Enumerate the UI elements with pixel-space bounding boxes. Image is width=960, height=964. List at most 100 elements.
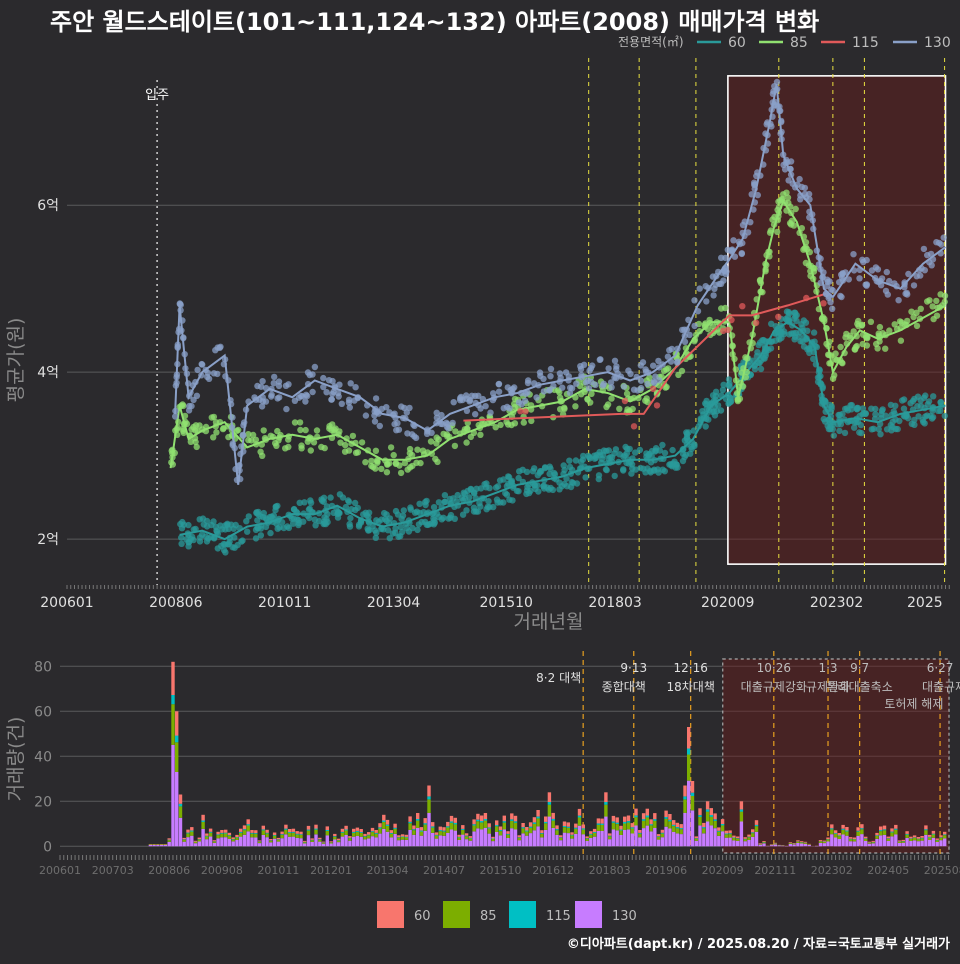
bar-segment — [484, 819, 487, 821]
bar-segment — [503, 823, 506, 830]
bar-segment — [755, 832, 758, 846]
bar-segment — [299, 835, 302, 838]
bar-segment — [220, 837, 223, 846]
bar-segment — [664, 819, 667, 827]
data-point — [596, 472, 602, 478]
data-point — [206, 376, 212, 382]
bar-segment — [450, 823, 453, 830]
data-point — [303, 392, 309, 398]
bar-segment — [585, 836, 588, 838]
bar-segment — [326, 830, 329, 831]
bar-segment — [190, 831, 193, 832]
data-point — [391, 452, 397, 458]
data-point — [684, 431, 690, 437]
bar-segment — [175, 742, 178, 772]
y-tick-label: 0 — [43, 839, 52, 855]
data-point — [868, 319, 874, 325]
bar-segment — [759, 843, 762, 844]
bar-segment — [348, 841, 351, 847]
bar-segment — [397, 835, 400, 837]
bar-segment — [563, 833, 566, 847]
bar-segment — [431, 822, 434, 826]
bar-segment — [845, 832, 848, 836]
data-point — [605, 401, 611, 407]
bar-segment — [288, 837, 291, 847]
data-point — [718, 255, 724, 261]
bar-segment — [875, 836, 878, 839]
bar-segment — [936, 839, 939, 840]
data-point — [263, 398, 269, 404]
bar-segment — [593, 829, 596, 832]
bar-segment — [917, 837, 920, 839]
bar-segment — [175, 772, 178, 846]
bar-segment — [160, 845, 163, 846]
x-tick-label: 200806 — [149, 595, 203, 611]
data-point — [428, 430, 434, 436]
data-point — [624, 391, 630, 397]
data-point — [520, 467, 526, 473]
data-point — [710, 292, 716, 298]
bar-segment — [525, 827, 528, 831]
bar-segment — [311, 840, 314, 842]
bar-segment — [247, 826, 250, 832]
bar-segment — [329, 841, 332, 842]
bar-segment — [250, 830, 253, 833]
bar-segment — [367, 835, 370, 838]
data-point — [858, 422, 864, 428]
bar-segment — [224, 834, 227, 838]
data-point — [203, 533, 209, 539]
legend-swatch-60 — [377, 901, 404, 928]
bar-segment — [751, 837, 754, 846]
data-point — [384, 469, 390, 475]
bar-segment — [600, 825, 603, 831]
data-point — [531, 465, 537, 471]
data-point — [228, 522, 234, 528]
data-point — [477, 432, 483, 438]
bar-segment — [205, 834, 208, 836]
bar-segment — [228, 833, 231, 835]
bar-segment — [544, 830, 547, 846]
data-point — [929, 262, 935, 268]
bar-segment — [457, 838, 460, 841]
bar-segment — [634, 809, 637, 816]
bar-segment — [789, 844, 792, 846]
bar-segment — [657, 834, 660, 836]
bar-segment — [397, 838, 400, 840]
data-point — [393, 460, 399, 466]
bar-segment — [480, 821, 483, 823]
bar-segment — [578, 809, 581, 816]
bar-segment — [823, 843, 826, 846]
data-point — [877, 324, 883, 330]
bar-segment — [536, 818, 539, 826]
bar-segment — [721, 824, 724, 825]
bar-segment — [352, 832, 355, 833]
bar-segment — [273, 836, 276, 839]
data-point — [201, 521, 207, 527]
data-point — [314, 427, 320, 433]
bar-segment — [909, 838, 912, 839]
data-point — [642, 398, 648, 404]
data-point — [378, 466, 384, 472]
legend-label-85: 85 — [790, 35, 808, 51]
bar-segment — [898, 840, 901, 841]
data-point — [337, 440, 343, 446]
data-point — [472, 393, 478, 399]
x-tick-label: 200601 — [39, 864, 81, 877]
data-point — [336, 382, 342, 388]
data-point — [835, 412, 841, 418]
bar-segment — [431, 833, 434, 846]
bar-segment — [344, 826, 347, 830]
bar-segment — [879, 831, 882, 835]
bar-segment — [732, 838, 735, 840]
bar-segment — [872, 841, 875, 842]
data-point — [404, 409, 410, 415]
data-point — [495, 483, 501, 489]
data-point — [914, 323, 920, 329]
data-point — [850, 251, 856, 257]
bar-segment — [672, 832, 675, 846]
data-point — [655, 358, 661, 364]
data-point — [921, 246, 927, 252]
bar-segment — [616, 823, 619, 824]
bar-segment — [360, 833, 363, 837]
data-point — [365, 514, 371, 520]
